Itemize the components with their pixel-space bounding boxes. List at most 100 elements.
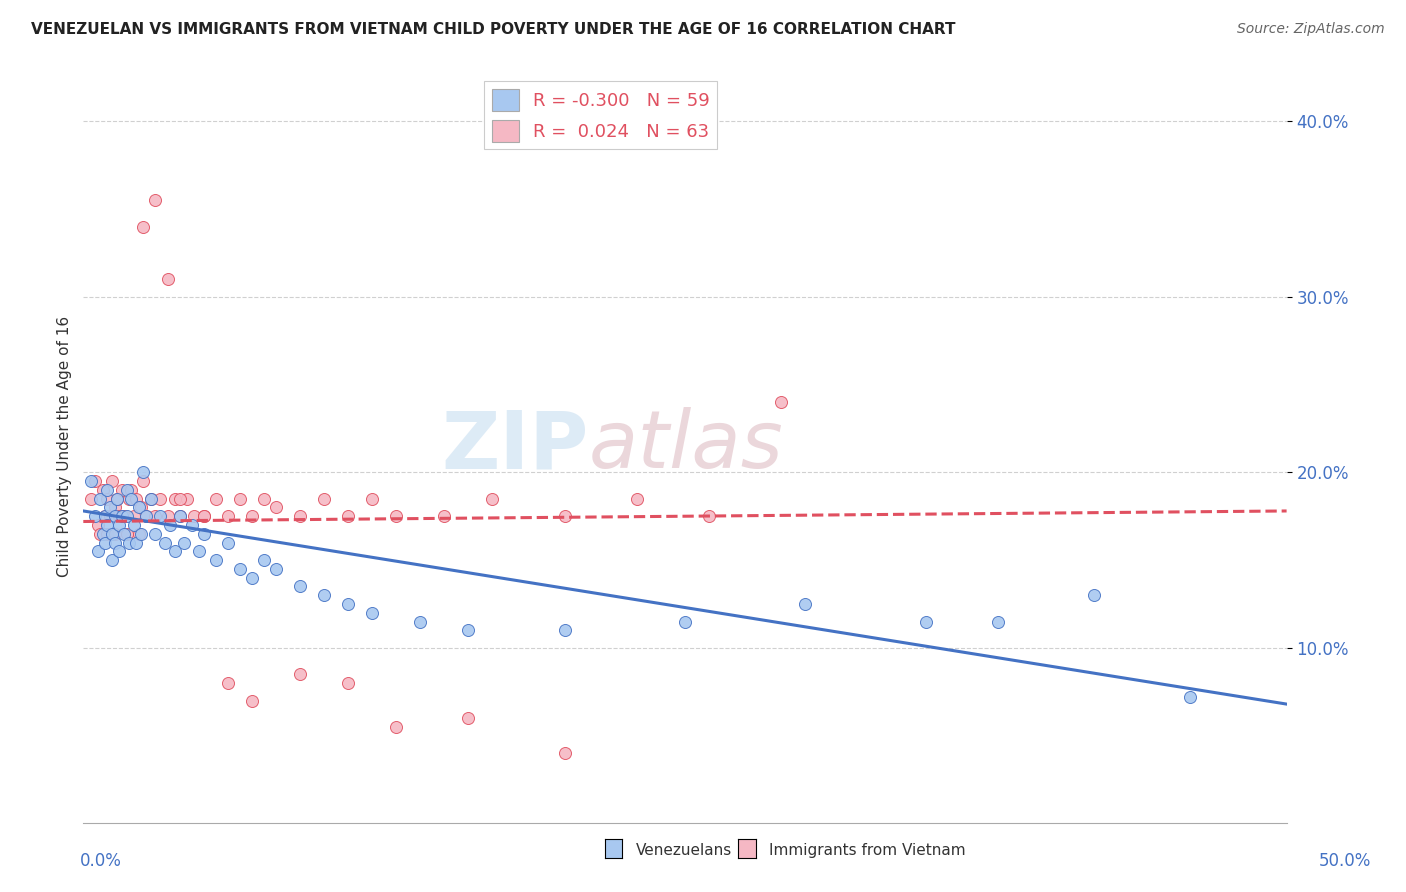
Point: [163, 544, 186, 558]
Point: [125, 491, 148, 506]
Point: [361, 606, 384, 620]
Point: [98, 500, 121, 515]
Point: [337, 509, 360, 524]
Point: [554, 746, 576, 760]
Point: [87, 544, 110, 558]
Point: [108, 518, 131, 533]
Point: [312, 588, 335, 602]
Point: [240, 571, 263, 585]
Point: [288, 579, 311, 593]
Point: [673, 615, 696, 629]
Point: [103, 500, 125, 515]
Point: [240, 693, 263, 707]
Point: [103, 535, 125, 549]
Point: [312, 491, 335, 506]
Point: [385, 509, 408, 524]
Point: [173, 535, 195, 549]
Point: [135, 509, 157, 524]
Point: [145, 526, 167, 541]
Point: [128, 500, 150, 515]
Point: [96, 518, 118, 533]
Point: [176, 491, 198, 506]
Point: [626, 491, 648, 506]
Point: [128, 526, 150, 541]
Point: [101, 553, 124, 567]
Point: [91, 526, 114, 541]
Text: ZIP: ZIP: [441, 407, 589, 485]
Point: [79, 474, 101, 488]
Point: [914, 615, 936, 629]
Point: [183, 509, 205, 524]
Point: [385, 720, 408, 734]
Point: [481, 491, 503, 506]
Point: [987, 615, 1010, 629]
Point: [156, 272, 179, 286]
Point: [204, 553, 226, 567]
Point: [187, 544, 209, 558]
Point: [122, 509, 145, 524]
Point: [145, 193, 167, 207]
Point: [149, 509, 172, 524]
Point: [288, 509, 311, 524]
Point: [770, 395, 793, 409]
Point: [149, 491, 172, 506]
Point: [108, 544, 131, 558]
Point: [554, 509, 576, 524]
Point: [105, 491, 128, 506]
Point: [108, 509, 131, 524]
Point: [96, 491, 118, 506]
Point: [409, 615, 432, 629]
Point: [94, 535, 117, 549]
Point: [118, 491, 141, 506]
Text: Immigrants from Vietnam: Immigrants from Vietnam: [769, 843, 966, 857]
Point: [228, 562, 250, 576]
Point: [253, 553, 276, 567]
Point: [91, 483, 114, 497]
Point: [84, 509, 107, 524]
Point: [159, 518, 181, 533]
Point: [193, 526, 215, 541]
Point: [122, 518, 145, 533]
Point: [145, 509, 167, 524]
Point: [1083, 588, 1105, 602]
Point: [132, 474, 155, 488]
Point: [264, 500, 287, 515]
Point: [115, 483, 138, 497]
Point: [132, 219, 155, 234]
Point: [87, 518, 110, 533]
Point: [129, 500, 152, 515]
Point: [433, 509, 456, 524]
Point: [217, 509, 239, 524]
Text: Source: ZipAtlas.com: Source: ZipAtlas.com: [1237, 22, 1385, 37]
Point: [264, 562, 287, 576]
Point: [125, 535, 148, 549]
Point: [1180, 690, 1202, 704]
Point: [101, 526, 124, 541]
Point: [217, 535, 239, 549]
Point: [135, 509, 157, 524]
Point: [111, 509, 134, 524]
Point: [697, 509, 720, 524]
Point: [253, 491, 276, 506]
Point: [132, 466, 155, 480]
Point: [94, 509, 117, 524]
Point: [139, 491, 162, 506]
Point: [337, 676, 360, 690]
Point: [169, 491, 191, 506]
Point: [79, 491, 101, 506]
Text: 0.0%: 0.0%: [80, 852, 122, 870]
Point: [89, 491, 111, 506]
Point: [217, 676, 239, 690]
Point: [118, 535, 141, 549]
Point: [98, 509, 121, 524]
Y-axis label: Child Poverty Under the Age of 16: Child Poverty Under the Age of 16: [58, 316, 72, 576]
Point: [156, 509, 179, 524]
Point: [554, 624, 576, 638]
Point: [96, 526, 118, 541]
Point: [193, 509, 215, 524]
Point: [112, 509, 135, 524]
Point: [240, 509, 263, 524]
Point: [169, 509, 191, 524]
Point: [101, 474, 124, 488]
Point: [337, 597, 360, 611]
